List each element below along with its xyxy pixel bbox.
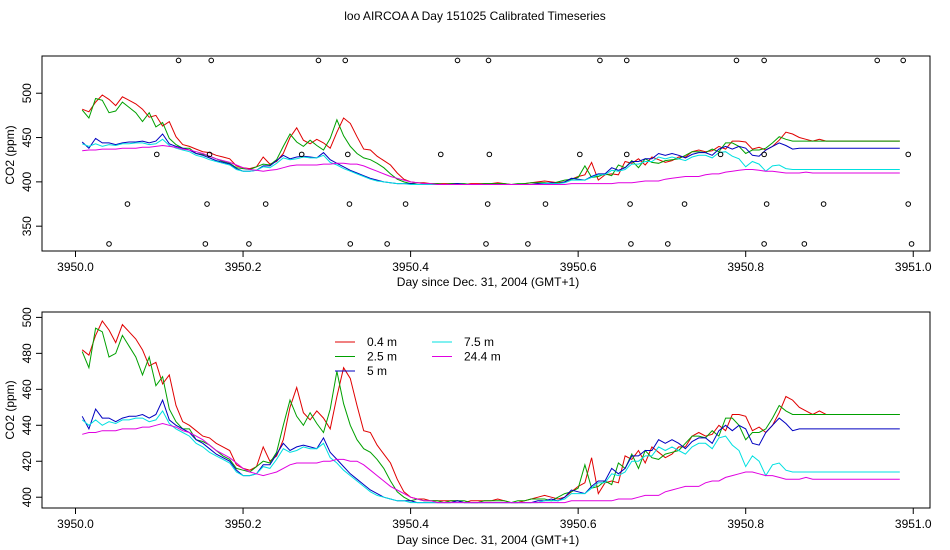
bottom-series-group xyxy=(81,320,900,504)
top-marker-point xyxy=(733,57,740,64)
top-marker-point xyxy=(262,201,269,207)
legend-label: 2.5 m xyxy=(367,350,397,364)
bottom-x-tick-label: 3950.6 xyxy=(560,517,597,531)
top-marker-point xyxy=(344,151,351,158)
top-marker-point xyxy=(347,241,354,247)
top-marker-point xyxy=(905,201,912,207)
top-marker-point xyxy=(153,151,160,158)
top-series-group xyxy=(81,94,900,186)
top-marker-point xyxy=(761,57,767,64)
bottom-x-tick-label: 3950.8 xyxy=(727,517,764,531)
top-marker-point xyxy=(628,241,634,247)
bottom-x-tick-label: 3950.4 xyxy=(392,517,429,531)
top-x-tick-label: 3950.8 xyxy=(727,260,764,274)
top-marker-point xyxy=(820,201,827,207)
top-marker-point xyxy=(315,57,322,64)
top-marker-point xyxy=(204,201,210,207)
top-x-tick-label: 3950.0 xyxy=(57,260,94,274)
bottom-x-tick-label: 3951.0 xyxy=(895,517,932,531)
top-marker-point xyxy=(342,57,349,64)
bottom-panel: 3950.0 3950.2 3950.4 3950.6 3950.8 3951.0 400… xyxy=(3,307,932,547)
top-x-tick-label: 3950.2 xyxy=(225,260,262,274)
top-y-axis-label: CO2 (ppm) xyxy=(3,125,17,184)
top-marker-point xyxy=(908,241,915,247)
top-marker-point xyxy=(717,151,724,158)
top-series-line xyxy=(82,94,900,186)
legend-label: 7.5 m xyxy=(464,335,494,349)
top-x-tick-label: 3950.4 xyxy=(392,260,429,274)
top-marker-point xyxy=(761,241,767,247)
top-marker-point xyxy=(525,241,531,247)
top-marker-point xyxy=(106,241,112,247)
top-x-axis-label: Day since Dec. 31, 2004 (GMT+1) xyxy=(397,275,579,289)
top-marker-point xyxy=(206,151,213,158)
top-marker-point xyxy=(664,241,671,247)
top-y-tick-label: 450 xyxy=(20,127,34,147)
top-marker-point xyxy=(597,57,603,64)
top-plot-frame xyxy=(41,55,931,252)
page-title: loo AIRCOA A Day 151025 Calibrated Times… xyxy=(344,9,605,23)
top-y-axis: 350 400 450 500 xyxy=(20,83,42,236)
legend-label: 5 m xyxy=(367,364,387,378)
top-marker-point xyxy=(874,57,881,64)
top-marker-point xyxy=(454,57,461,64)
bottom-y-tick-label: 440 xyxy=(20,415,34,435)
top-marker-point xyxy=(486,151,493,158)
top-marker-point xyxy=(175,57,182,64)
bottom-plot-frame xyxy=(41,311,931,509)
bottom-y-tick-label: 480 xyxy=(20,343,34,363)
top-marker-point xyxy=(623,151,630,158)
legend-label: 24.4 m xyxy=(464,350,501,364)
top-y-tick-label: 500 xyxy=(20,83,34,103)
top-y-tick-label: 350 xyxy=(20,216,34,236)
top-marker-point xyxy=(900,57,906,64)
bottom-y-axis: 400 420 440 460 480 500 xyxy=(20,307,42,507)
top-marker-point xyxy=(905,151,912,158)
top-panel: 3950.0 3950.2 3950.4 3950.6 3950.8 3951.0 350… xyxy=(3,55,932,289)
bottom-series-line xyxy=(81,327,900,504)
top-marker-point xyxy=(484,201,491,207)
top-marker-point xyxy=(298,151,305,158)
top-marker-point xyxy=(483,241,489,247)
top-marker-point xyxy=(384,241,390,247)
top-x-tick-label: 3951.0 xyxy=(895,260,932,274)
top-marker-point xyxy=(485,57,492,64)
top-marker-point xyxy=(577,151,583,158)
bottom-x-tick-label: 3950.0 xyxy=(57,517,94,531)
bottom-x-axis: 3950.0 3950.2 3950.4 3950.6 3950.8 3951.0 xyxy=(57,508,932,531)
top-marker-point xyxy=(761,151,767,158)
top-series-line xyxy=(82,144,900,185)
bottom-series-line xyxy=(81,409,900,504)
top-marker-point xyxy=(542,201,549,207)
top-marker-point xyxy=(801,241,808,247)
top-marker-point xyxy=(208,57,215,64)
top-marker-point xyxy=(346,201,353,207)
top-marker-group xyxy=(106,57,915,247)
top-marker-point xyxy=(627,201,633,207)
top-marker-point xyxy=(402,201,409,207)
bottom-y-tick-label: 500 xyxy=(20,307,34,327)
top-marker-point xyxy=(763,201,770,207)
bottom-y-tick-label: 420 xyxy=(20,451,34,471)
bottom-y-tick-label: 460 xyxy=(20,379,34,399)
legend: 0.4 m2.5 m5 m 7.5 m24.4 m xyxy=(335,335,501,378)
top-y-tick-label: 400 xyxy=(20,172,34,192)
top-marker-point xyxy=(623,57,630,64)
top-series-line xyxy=(82,138,900,185)
top-marker-point xyxy=(202,241,209,247)
legend-label: 0.4 m xyxy=(367,335,397,349)
bottom-series-line xyxy=(82,422,900,504)
bottom-y-axis-label: CO2 (ppm) xyxy=(3,380,17,439)
bottom-x-axis-label: Day since Dec. 31, 2004 (GMT+1) xyxy=(397,533,579,547)
bottom-y-tick-label: 400 xyxy=(20,487,34,507)
bottom-x-tick-label: 3950.2 xyxy=(225,517,262,531)
top-x-axis: 3950.0 3950.2 3950.4 3950.6 3950.8 3951.0 xyxy=(57,251,932,274)
top-x-tick-label: 3950.6 xyxy=(560,260,597,274)
top-marker-point xyxy=(124,201,131,207)
top-marker-point xyxy=(437,151,444,158)
top-marker-point xyxy=(681,201,688,207)
top-marker-point xyxy=(246,241,252,247)
